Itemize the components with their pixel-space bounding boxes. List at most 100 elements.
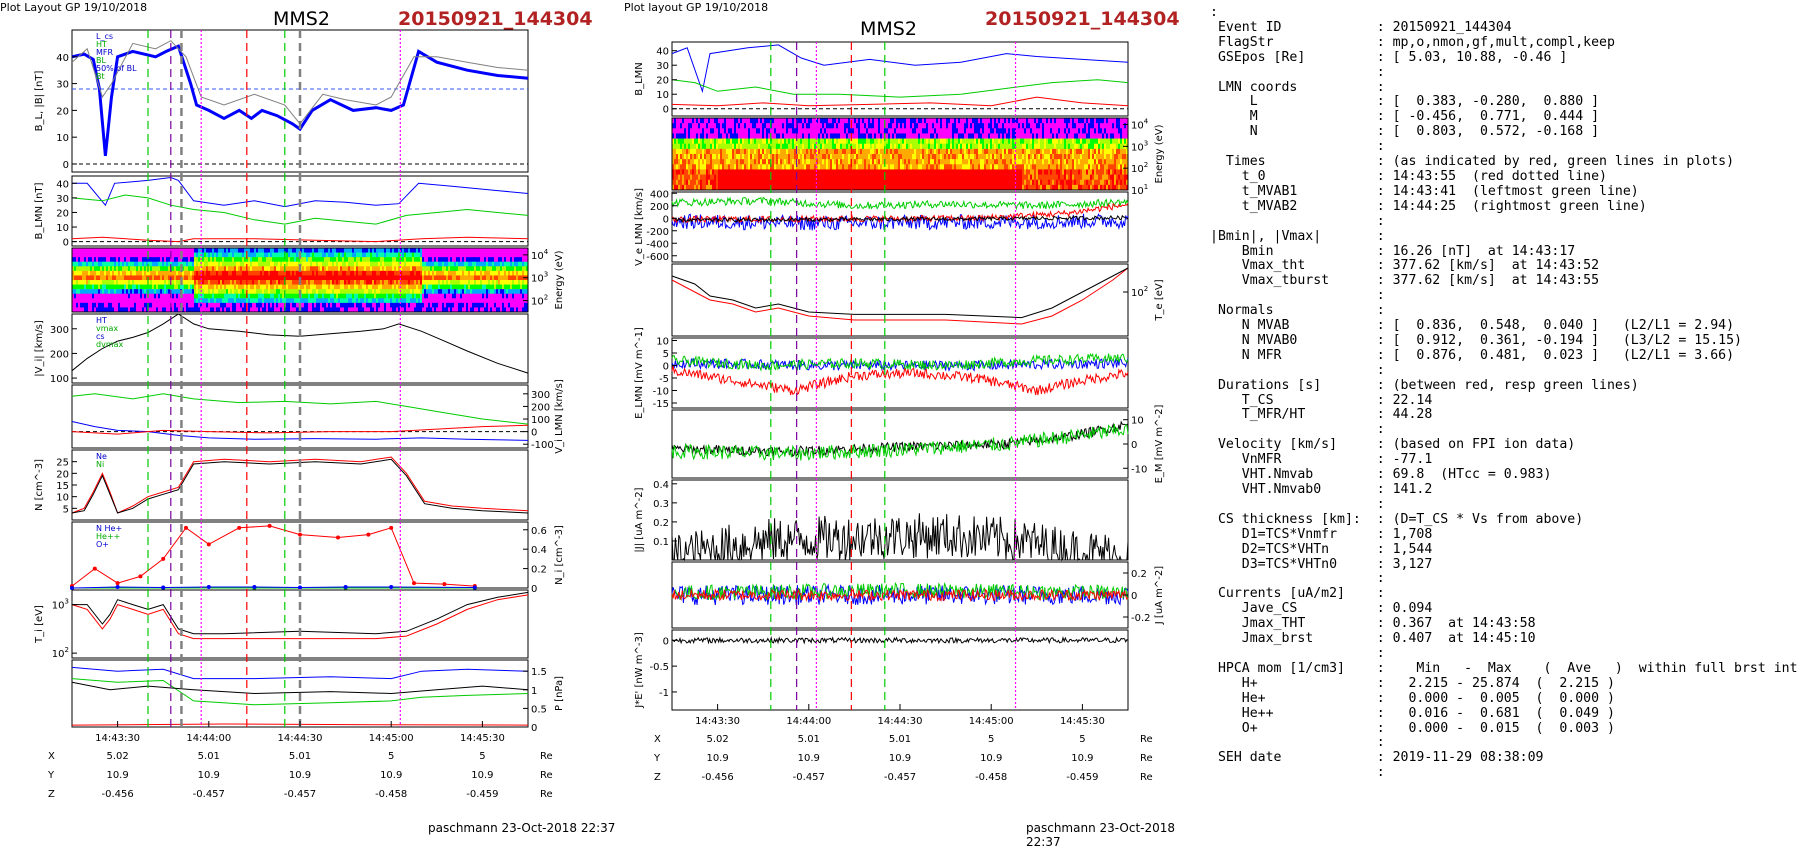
spectrogram-cell bbox=[518, 298, 520, 303]
spectrogram-cell bbox=[844, 139, 846, 144]
spectrogram-cell bbox=[356, 275, 358, 280]
spectrogram-cell bbox=[236, 280, 238, 285]
spectrogram-cell bbox=[376, 253, 378, 258]
spectrogram-cell bbox=[750, 185, 752, 190]
spectrogram-cell bbox=[882, 180, 884, 185]
spectrogram-cell bbox=[452, 248, 454, 253]
spectrogram-cell bbox=[342, 262, 344, 267]
spectrogram-cell bbox=[894, 149, 896, 154]
spectrogram-cell bbox=[334, 289, 336, 294]
spectrogram-cell bbox=[350, 285, 352, 290]
spectrogram-cell bbox=[892, 118, 894, 123]
spectrogram-cell bbox=[484, 280, 486, 285]
spectrogram-cell bbox=[140, 266, 142, 271]
spectrogram-cell bbox=[208, 253, 210, 258]
spectrogram-cell bbox=[202, 294, 204, 299]
spectrogram-cell bbox=[716, 149, 718, 154]
spectrogram-cell bbox=[704, 139, 706, 144]
spectrogram-cell bbox=[336, 253, 338, 258]
spectrogram-cell bbox=[354, 257, 356, 262]
spectrogram-cell bbox=[676, 164, 678, 169]
spectrogram-cell bbox=[490, 253, 492, 258]
spectrogram-cell bbox=[822, 118, 824, 123]
spectrogram-cell bbox=[470, 289, 472, 294]
spectrogram-cell bbox=[892, 159, 894, 164]
spectrogram-cell bbox=[402, 248, 404, 253]
spectrogram-cell bbox=[780, 164, 782, 169]
spectrogram-cell bbox=[496, 280, 498, 285]
spectrogram-cell bbox=[250, 253, 252, 258]
spectrogram-cell bbox=[80, 266, 82, 271]
series-point bbox=[252, 585, 256, 589]
spectrogram-cell bbox=[696, 159, 698, 164]
spectrogram-cell bbox=[784, 185, 786, 190]
spectrogram-cell bbox=[202, 253, 204, 258]
spectrogram-cell bbox=[856, 133, 858, 138]
spectrogram-cell bbox=[242, 289, 244, 294]
spectrogram-cell bbox=[260, 257, 262, 262]
spectrogram-cell bbox=[98, 298, 100, 303]
spectrogram-cell bbox=[98, 303, 100, 308]
spectrogram-cell bbox=[880, 159, 882, 164]
spectrogram-cell bbox=[386, 285, 388, 290]
y-tick-label: 0.2 bbox=[531, 565, 547, 576]
spectrogram-cell bbox=[822, 175, 824, 180]
spectrogram-cell bbox=[854, 149, 856, 154]
spectrogram-cell bbox=[426, 298, 428, 303]
spectrogram-cell bbox=[348, 271, 350, 276]
spectrogram-cell bbox=[838, 133, 840, 138]
spectrogram-cell bbox=[434, 275, 436, 280]
spectrogram-cell bbox=[516, 266, 518, 271]
spectrogram-cell bbox=[352, 257, 354, 262]
spectrogram-cell bbox=[830, 144, 832, 149]
spectrogram-cell bbox=[830, 185, 832, 190]
spectrogram-cell bbox=[754, 149, 756, 154]
spectrogram-cell bbox=[438, 275, 440, 280]
spectrogram-cell bbox=[442, 257, 444, 262]
spectrogram-cell bbox=[736, 180, 738, 185]
spectrogram-cell bbox=[262, 275, 264, 280]
spectrogram-cell bbox=[856, 180, 858, 185]
spectrogram-cell bbox=[856, 128, 858, 133]
spectrogram-cell bbox=[874, 175, 876, 180]
spectrogram-cell bbox=[394, 271, 396, 276]
spectrogram-cell bbox=[80, 271, 82, 276]
spectrogram-cell bbox=[228, 303, 230, 308]
spectrogram-cell bbox=[752, 154, 754, 159]
spectrogram-cell bbox=[440, 289, 442, 294]
spectrogram-cell bbox=[682, 139, 684, 144]
spectrogram-cell bbox=[336, 262, 338, 267]
spectrogram-cell bbox=[320, 262, 322, 267]
spectrogram-cell bbox=[154, 257, 156, 262]
spectrogram-cell bbox=[428, 289, 430, 294]
spectrogram-cell bbox=[96, 248, 98, 253]
spectrogram-cell bbox=[442, 266, 444, 271]
spectrogram-cell bbox=[730, 180, 732, 185]
spectrogram-cell bbox=[836, 185, 838, 190]
spectrogram-cell bbox=[374, 280, 376, 285]
spectrogram-cell bbox=[876, 185, 878, 190]
ephemeris-value: 5 bbox=[479, 751, 485, 762]
spectrogram-cell bbox=[878, 139, 880, 144]
spectrogram-cell bbox=[834, 185, 836, 190]
spectrogram-cell bbox=[798, 185, 800, 190]
spectrogram-cell bbox=[164, 248, 166, 253]
spectrogram-cell bbox=[164, 271, 166, 276]
spectrogram-cell bbox=[100, 253, 102, 258]
spectrogram-cell bbox=[342, 253, 344, 258]
spectrogram-cell bbox=[88, 298, 90, 303]
spectrogram-cell bbox=[766, 123, 768, 128]
spectrogram-cell bbox=[870, 154, 872, 159]
spectrogram-cell bbox=[424, 271, 426, 276]
spectrogram-cell bbox=[332, 262, 334, 267]
spectrogram-cell bbox=[736, 185, 738, 190]
spectrogram-cell bbox=[264, 294, 266, 299]
spectrogram-cell bbox=[506, 298, 508, 303]
y-tick-label: 103 bbox=[52, 598, 69, 612]
spectrogram-cell bbox=[762, 128, 764, 133]
spectrogram-cell bbox=[412, 280, 414, 285]
spectrogram-cell bbox=[760, 169, 762, 174]
spectrogram-cell bbox=[380, 262, 382, 267]
spectrogram-cell bbox=[758, 118, 760, 123]
spectrogram-cell bbox=[118, 285, 120, 290]
